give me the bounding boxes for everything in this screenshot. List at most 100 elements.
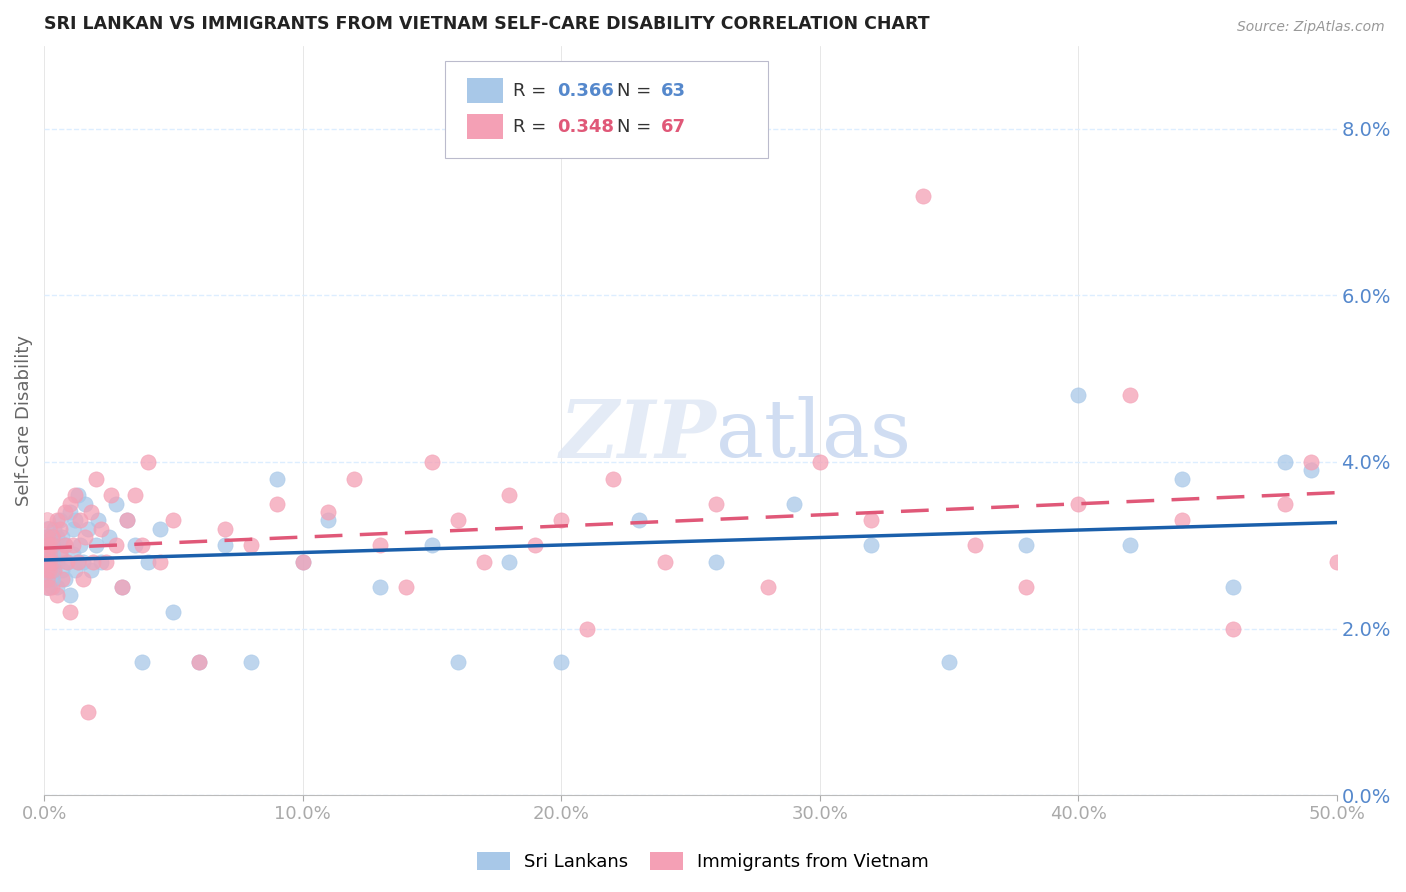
Point [72,555,94,569]
Point [62,538,84,552]
Point [1222,622,1244,636]
Point [38,547,60,561]
Point [41,555,63,569]
Point [35,547,58,561]
Point [77,522,100,536]
Point [59,505,82,519]
Point [38,538,60,552]
Point [46,580,69,594]
Point [602,472,624,486]
Point [1274,497,1296,511]
Point [420,455,443,469]
Point [214,538,236,552]
Point [66,488,89,502]
Text: R =: R = [513,118,553,136]
Point [53,572,76,586]
Point [51,563,73,577]
Point [41,530,63,544]
Point [35,563,58,577]
Point [41,547,63,561]
Point [38,563,60,577]
Point [41,538,63,552]
Point [550,655,572,669]
Point [46,530,69,544]
Point [35,522,58,536]
Point [72,572,94,586]
Point [1274,455,1296,469]
Point [41,563,63,577]
Text: ZIP: ZIP [560,397,716,475]
Point [808,455,831,469]
Point [38,555,60,569]
Point [90,522,112,536]
Point [63,513,86,527]
Point [704,555,727,569]
Point [38,530,60,544]
Point [188,655,211,669]
Point [41,572,63,586]
Point [266,472,288,486]
Point [447,655,470,669]
Point [35,580,58,594]
Point [63,488,86,502]
Text: 0.366: 0.366 [557,82,614,100]
Point [48,547,70,561]
Point [124,538,146,552]
Point [48,522,70,536]
Point [149,555,172,569]
Point [38,555,60,569]
Point [34,555,56,569]
Point [41,572,63,586]
Point [41,580,63,594]
Point [35,580,58,594]
Text: N =: N = [617,118,657,136]
Point [1170,513,1192,527]
Point [1170,472,1192,486]
Point [124,488,146,502]
Y-axis label: Self-Care Disability: Self-Care Disability [15,334,32,506]
Point [35,547,58,561]
Point [94,555,117,569]
Point [131,655,153,669]
Point [860,513,883,527]
Point [1067,388,1090,402]
Point [53,538,76,552]
Point [704,497,727,511]
Point [75,530,97,544]
Point [48,547,70,561]
Point [35,538,58,552]
Point [41,563,63,577]
Point [239,538,262,552]
Text: 63: 63 [661,82,686,100]
Text: atlas: atlas [716,396,911,475]
Point [69,513,91,527]
Point [266,497,288,511]
Point [447,513,470,527]
Point [66,555,89,569]
Point [472,555,495,569]
FancyBboxPatch shape [444,61,768,158]
Point [318,505,340,519]
Point [38,522,60,536]
Point [420,538,443,552]
Point [575,622,598,636]
Point [35,555,58,569]
Point [1299,455,1322,469]
Point [318,513,340,527]
FancyBboxPatch shape [467,114,503,139]
Point [84,472,107,486]
Point [1067,497,1090,511]
Text: N =: N = [617,82,657,100]
Point [56,555,79,569]
Point [1299,463,1322,477]
Point [291,555,314,569]
Point [136,555,159,569]
Point [131,538,153,552]
Point [44,563,66,577]
Point [291,555,314,569]
Text: 0.348: 0.348 [557,118,614,136]
Point [35,530,58,544]
Point [90,555,112,569]
Point [1326,555,1348,569]
Point [41,530,63,544]
